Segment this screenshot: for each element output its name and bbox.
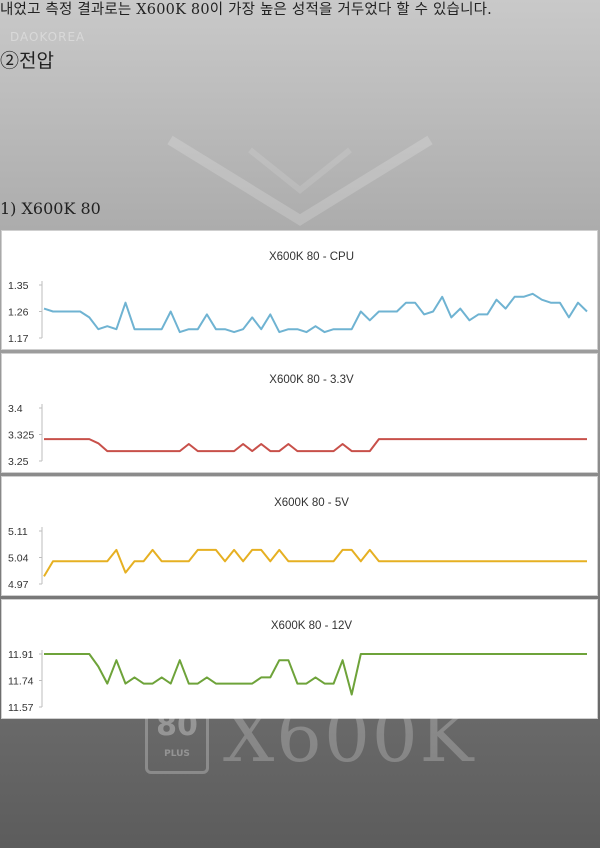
chart-title: X600K 80 - 12V [271, 620, 353, 632]
subsection-heading: 1) X600K 80 [0, 199, 101, 218]
80plus-number: 80 [156, 708, 198, 743]
80plus-logo: 80 PLUS [145, 700, 209, 774]
chart-svg: X600K 80 - 5V 5.11 5.04 4.97 [8, 497, 587, 591]
chart-svg: X600K 80 - CPU 1.35 1.26 1.17 [8, 251, 588, 345]
chart-svg: X600K 80 - 12V 11.91 11.74 11.57 [8, 620, 587, 714]
background-product-logo: 80 PLUS X600K [145, 694, 475, 780]
chart-title: X600K 80 - CPU [269, 251, 354, 263]
chart-cpu: X600K 80 - CPU 1.35 1.26 1.17 [1, 230, 598, 350]
y-tick-label: 3.4 [8, 403, 23, 415]
y-tick-label: 1.35 [8, 280, 29, 292]
chart-title: X600K 80 - 3.3V [269, 374, 354, 386]
80plus-label: PLUS [164, 749, 190, 759]
y-tick-label: 5.04 [8, 553, 29, 565]
series-line [44, 653, 587, 696]
y-tick-label: 1.17 [8, 333, 29, 345]
y-tick-label: 4.97 [8, 579, 29, 591]
series-line [43, 548, 587, 577]
product-logo-text: X600K [223, 694, 476, 778]
y-tick-label: 1.26 [8, 307, 29, 319]
background-x-logo [167, 135, 433, 226]
paragraph-text: 내었고 측정 결과로는 X600K 80이 가장 높은 성적을 거두었다 할 수… [0, 2, 492, 18]
chart-12v: X600K 80 - 12V 11.91 11.74 11.57 [1, 599, 598, 719]
series-line [44, 438, 587, 453]
chart-3-3v: X600K 80 - 3.3V 3.4 3.325 3.25 [1, 353, 598, 473]
y-tick-label: 11.91 [8, 649, 34, 661]
chart-title: X600K 80 - 5V [274, 497, 349, 509]
chart-svg: X600K 80 - 3.3V 3.4 3.325 3.25 [8, 374, 587, 468]
y-tick-label: 3.25 [8, 456, 29, 468]
series-line [43, 292, 588, 334]
y-tick-label: 11.57 [8, 702, 34, 714]
y-tick-label: 11.74 [8, 676, 34, 688]
section-heading: ②전압 [0, 50, 54, 72]
watermark-text: DAOKOREA [10, 30, 86, 44]
y-tick-label: 5.11 [8, 526, 28, 538]
chart-5v: X600K 80 - 5V 5.11 5.04 4.97 [1, 476, 598, 596]
y-tick-label: 3.325 [8, 430, 34, 442]
